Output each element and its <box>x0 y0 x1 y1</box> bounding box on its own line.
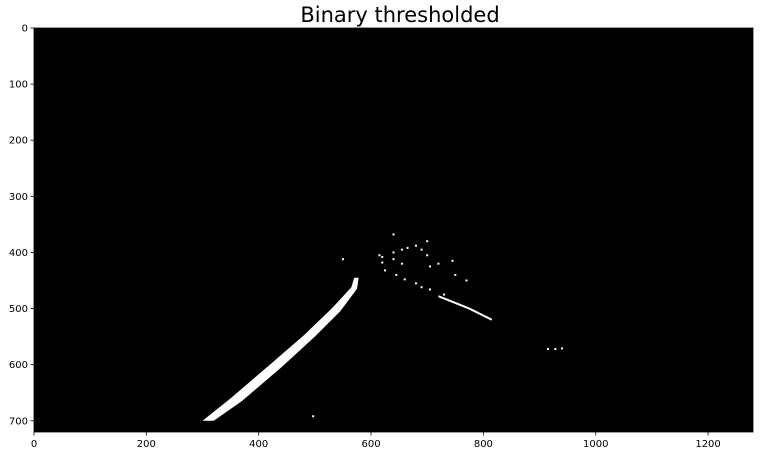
noise-dot <box>414 244 417 247</box>
noise-dot <box>426 240 429 243</box>
image-area <box>34 28 753 432</box>
y-tick-label: 300 <box>9 192 28 203</box>
right-lane-segment <box>438 295 493 321</box>
noise-dot <box>437 262 440 265</box>
noise-dot <box>400 248 403 251</box>
x-tick-label: 0 <box>31 439 37 450</box>
noise-dot <box>443 293 446 296</box>
noise-dot <box>414 282 417 285</box>
axes-frame <box>33 27 754 433</box>
noise-dot <box>341 258 344 261</box>
y-tick-label: 100 <box>9 80 28 91</box>
noise-dot <box>454 273 457 276</box>
y-tick-label: 600 <box>9 360 28 371</box>
noise-dot <box>312 415 315 418</box>
noise-dot <box>392 258 395 261</box>
y-tick-label: 400 <box>9 248 28 259</box>
noise-dot <box>429 288 432 291</box>
y-tick-label: 200 <box>9 136 28 147</box>
x-tick-label: 200 <box>137 439 156 450</box>
noise-dot <box>406 246 409 249</box>
x-axis: 0 200 400 600 800 1000 1200 <box>31 432 721 450</box>
noise-dot <box>381 261 384 264</box>
x-tick-label: 800 <box>474 439 493 450</box>
noise-dot <box>395 273 398 276</box>
noise-dot <box>554 347 557 350</box>
noise-dot <box>561 347 564 350</box>
y-axis: 0 100 200 300 400 500 600 700 <box>9 24 34 427</box>
x-tick-label: 1000 <box>583 439 608 450</box>
image-features <box>202 233 564 421</box>
y-tick-label: 500 <box>9 304 28 315</box>
noise-dot <box>381 255 384 258</box>
noise-dot <box>420 248 423 251</box>
noise-dot <box>429 265 432 268</box>
noise-dot <box>392 233 395 236</box>
noise-dot <box>465 279 468 282</box>
noise-dot <box>546 347 549 350</box>
noise-dot <box>400 262 403 265</box>
noise-dot <box>384 269 387 272</box>
y-tick-label: 700 <box>9 416 28 427</box>
x-tick-label: 600 <box>361 439 380 450</box>
noise-dot <box>392 251 395 254</box>
noise-dot <box>403 278 406 281</box>
noise-dot <box>420 286 423 289</box>
figure-title: Binary thresholded <box>300 3 499 27</box>
noise-dot <box>451 259 454 262</box>
y-tick-label: 0 <box>22 24 28 35</box>
noise-dot <box>426 254 429 257</box>
x-tick-label: 1200 <box>695 439 720 450</box>
x-tick-label: 400 <box>249 439 268 450</box>
noise-dot <box>378 254 381 257</box>
